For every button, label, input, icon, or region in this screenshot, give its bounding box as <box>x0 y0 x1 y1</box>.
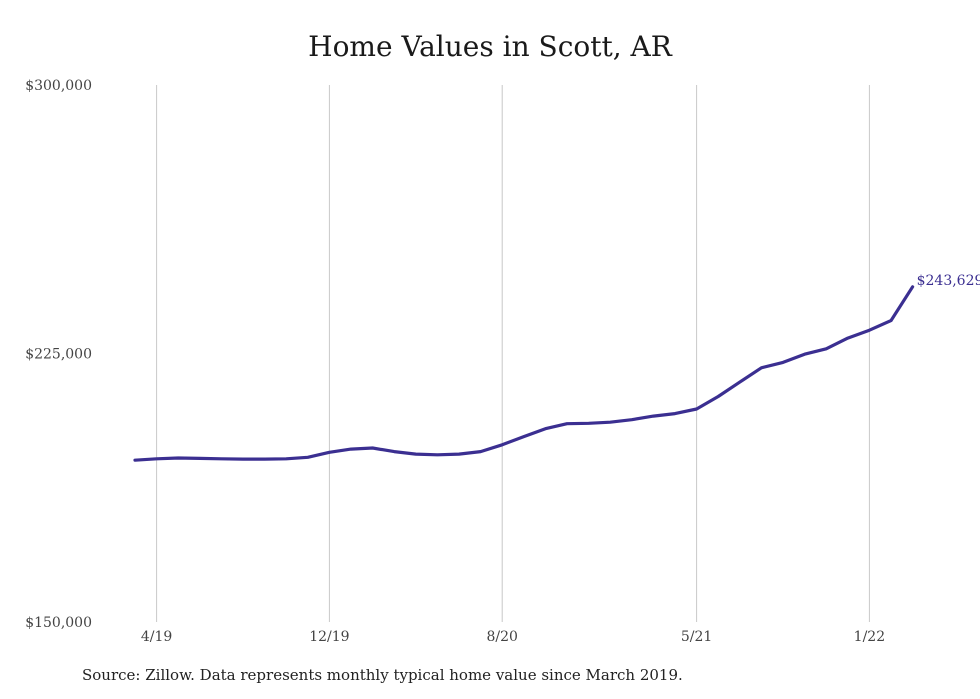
y-axis-labels: $300,000 $225,000 $150,000 <box>25 78 92 631</box>
gridlines <box>156 85 870 622</box>
data-point <box>825 347 828 350</box>
data-point <box>220 457 223 460</box>
data-point <box>134 459 137 462</box>
x-tick-label: 12/19 <box>309 629 349 645</box>
data-point <box>868 329 871 332</box>
data-point <box>479 450 482 453</box>
x-axis-labels: 4/19 12/19 8/20 5/21 1/22 <box>141 629 885 645</box>
data-point <box>782 361 785 364</box>
data-point <box>371 447 374 450</box>
data-point <box>674 412 677 415</box>
y-tick-label: $225,000 <box>25 347 92 363</box>
data-labels: $243,629 <box>917 273 980 289</box>
data-point <box>717 395 720 398</box>
data-point <box>522 435 525 438</box>
data-point <box>436 453 439 456</box>
data-point <box>242 458 245 461</box>
data-point <box>155 457 158 460</box>
data-point <box>414 453 417 456</box>
data-point <box>695 407 698 410</box>
data-point <box>630 418 633 421</box>
x-tick-label: 8/20 <box>486 629 517 645</box>
data-point <box>328 451 331 454</box>
x-tick-label: 1/22 <box>854 629 885 645</box>
data-point <box>501 443 504 446</box>
source-note: Source: Zillow. Data represents monthly … <box>82 666 683 684</box>
data-point <box>890 319 893 322</box>
series-line <box>133 285 915 462</box>
y-tick-label: $150,000 <box>25 615 92 631</box>
data-point <box>393 450 396 453</box>
data-point <box>177 457 180 460</box>
x-tick-label: 4/19 <box>141 629 172 645</box>
data-point <box>458 453 461 456</box>
data-point <box>306 456 309 459</box>
data-point <box>350 448 353 451</box>
x-tick-label: 5/21 <box>681 629 712 645</box>
data-point <box>760 366 763 369</box>
data-point <box>587 422 590 425</box>
end-value-label: $243,629 <box>917 273 980 289</box>
data-point <box>846 337 849 340</box>
data-point <box>911 285 914 288</box>
data-point <box>285 457 288 460</box>
y-tick-label: $300,000 <box>25 78 92 94</box>
data-point <box>738 381 741 384</box>
data-point <box>198 457 201 460</box>
data-point <box>652 415 655 418</box>
data-point <box>263 458 266 461</box>
chart-title: Home Values in Scott, AR <box>308 30 672 63</box>
data-point <box>803 353 806 356</box>
data-point <box>544 427 547 430</box>
data-point <box>609 421 612 424</box>
series <box>133 285 915 462</box>
data-point <box>566 422 569 425</box>
